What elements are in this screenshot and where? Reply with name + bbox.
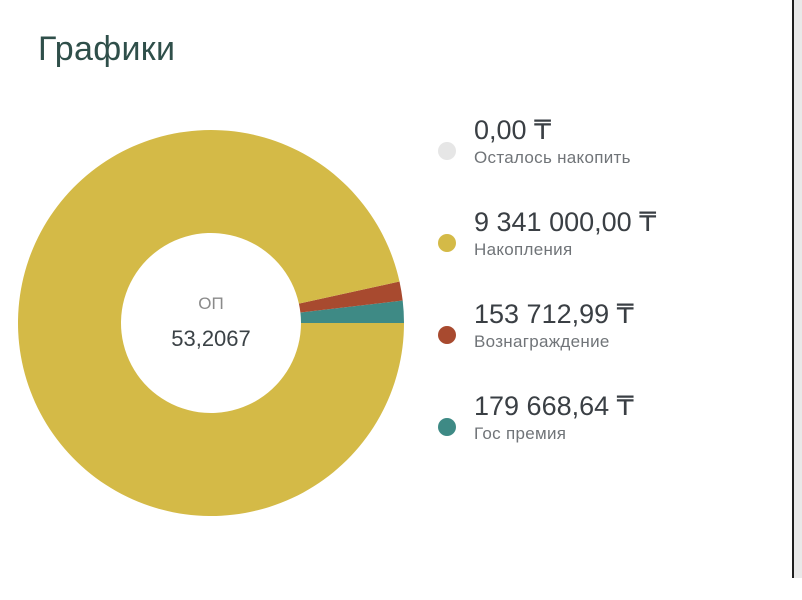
- legend-item-remaining[interactable]: 0,00 ₸ Осталось накопить: [438, 112, 778, 204]
- donut-svg: [18, 130, 404, 516]
- legend-dot-icon: [438, 142, 456, 160]
- chart-legend: 0,00 ₸ Осталось накопить 9 341 000,00 ₸ …: [438, 112, 778, 480]
- legend-label: Гос премия: [474, 424, 567, 443]
- scroll-edge: [792, 0, 802, 578]
- donut-chart: ОП 53,2067: [18, 130, 404, 516]
- legend-amount: 153 712,99 ₸: [474, 299, 634, 329]
- legend-item-reward[interactable]: 153 712,99 ₸ Вознаграждение: [438, 296, 778, 388]
- legend-amount: 9 341 000,00 ₸: [474, 207, 657, 237]
- legend-label: Вознаграждение: [474, 332, 610, 351]
- legend-dot-icon: [438, 234, 456, 252]
- legend-item-state-bonus[interactable]: 179 668,64 ₸ Гос премия: [438, 388, 778, 480]
- legend-amount: 0,00 ₸: [474, 115, 552, 145]
- page-title: Графики: [38, 30, 176, 68]
- legend-dot-icon: [438, 418, 456, 436]
- donut-slice-3[interactable]: [300, 300, 404, 323]
- legend-dot-icon: [438, 326, 456, 344]
- donut-slice-2[interactable]: [298, 281, 403, 313]
- legend-item-savings[interactable]: 9 341 000,00 ₸ Накопления: [438, 204, 778, 296]
- legend-label: Накопления: [474, 240, 573, 259]
- legend-label: Осталось накопить: [474, 148, 631, 167]
- donut-slice-1[interactable]: [18, 130, 404, 516]
- legend-amount: 179 668,64 ₸: [474, 391, 634, 421]
